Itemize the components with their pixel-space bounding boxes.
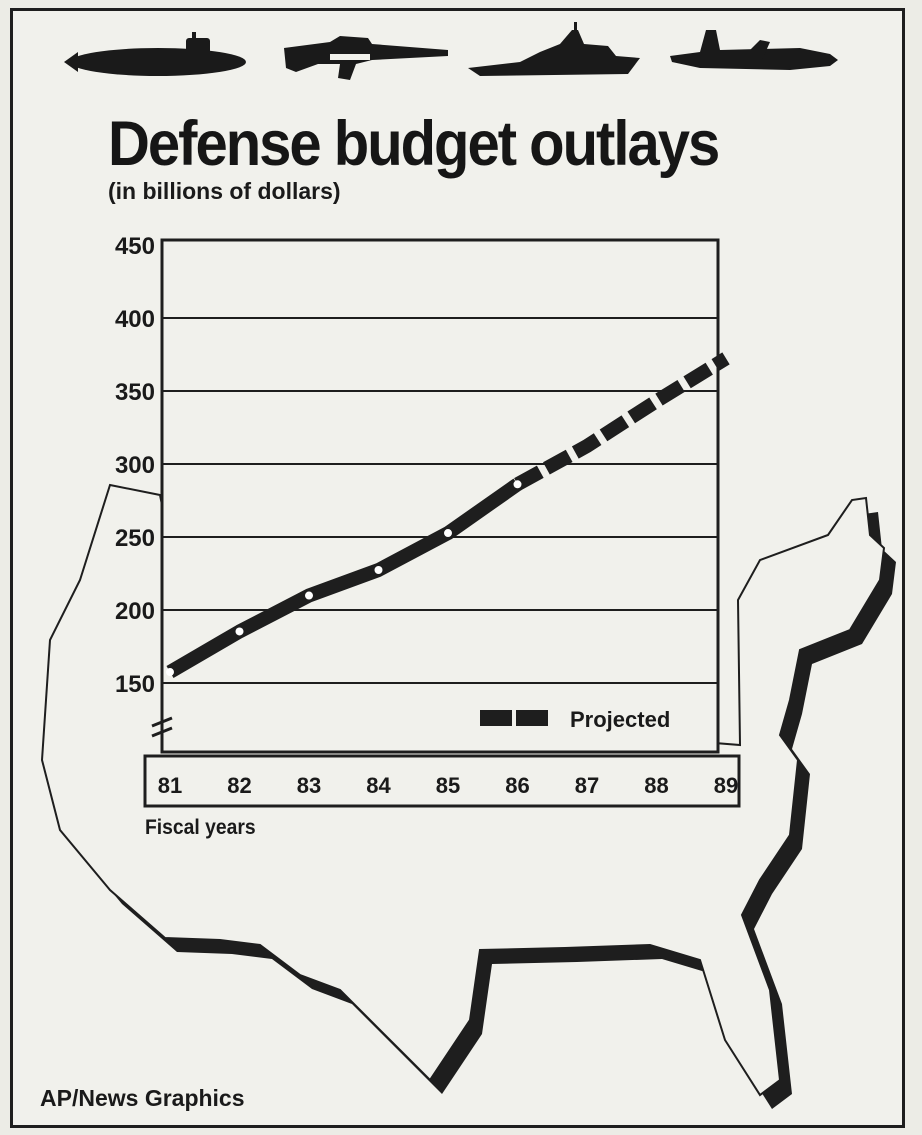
legend-dash-2 xyxy=(516,710,548,726)
plot-frame xyxy=(160,238,720,754)
military-icons-row xyxy=(64,22,838,80)
legend: Projected xyxy=(480,707,670,732)
data-point xyxy=(235,627,244,636)
x-tick-label: 83 xyxy=(297,773,321,798)
y-tick-label: 350 xyxy=(115,379,155,406)
chart-subtitle: (in billions of dollars) xyxy=(108,178,341,204)
x-tick-label: 84 xyxy=(366,773,391,798)
axis-break-icon xyxy=(151,716,173,738)
data-point xyxy=(374,565,383,574)
submarine-icon xyxy=(64,32,246,76)
x-tick-label: 87 xyxy=(575,773,599,798)
chart-title: Defense budget outlays xyxy=(108,109,720,180)
data-point xyxy=(513,480,522,489)
x-axis-label: Fiscal years xyxy=(145,816,256,839)
plot-background xyxy=(162,240,718,752)
y-tick-label: 200 xyxy=(115,598,155,625)
projected-series-line xyxy=(514,352,730,491)
x-tick-label: 81 xyxy=(158,773,182,798)
data-point xyxy=(444,529,452,538)
credit-line: AP/News Graphics xyxy=(40,1085,245,1111)
legend-label: Projected xyxy=(570,707,670,732)
aircraft-icon xyxy=(670,30,838,70)
x-axis-box xyxy=(143,754,741,808)
y-tick-label: 250 xyxy=(115,525,155,552)
rifle-icon xyxy=(284,36,448,80)
y-tick-label: 400 xyxy=(115,306,155,333)
y-tick-label: 300 xyxy=(115,452,155,479)
y-tick-label: 150 xyxy=(115,671,155,698)
x-tick-label: 82 xyxy=(227,773,251,798)
data-point xyxy=(305,591,313,600)
series-layer xyxy=(166,352,730,679)
data-point xyxy=(166,668,174,677)
warship-icon xyxy=(468,22,640,76)
y-tick-label: 450 xyxy=(115,233,155,260)
x-axis: 81 82 83 84 85 86 87 88 89 xyxy=(158,773,738,798)
legend-dash-1 xyxy=(480,710,512,726)
x-tick-label: 86 xyxy=(505,773,529,798)
x-tick-label: 89 xyxy=(714,773,738,798)
x-tick-label: 85 xyxy=(436,773,460,798)
y-axis: 150 200 250 300 350 400 450 xyxy=(115,233,155,698)
actual-series-line xyxy=(166,478,522,679)
x-tick-label: 88 xyxy=(644,773,668,798)
